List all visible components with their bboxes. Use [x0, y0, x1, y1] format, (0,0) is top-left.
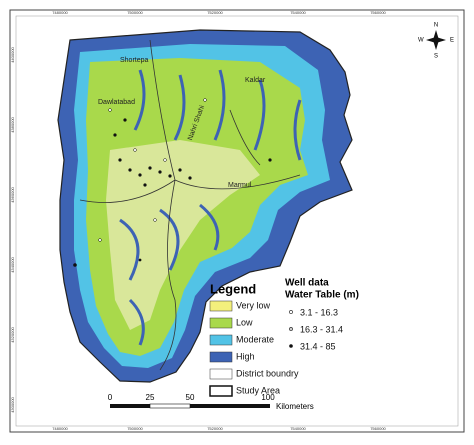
wells-subtitle: Water Table (m) [285, 290, 359, 301]
grid-label: 4300000 [10, 396, 15, 412]
scale-label: 25 [146, 393, 155, 402]
wells-title: Well data [285, 278, 329, 289]
legend-item: Low [236, 317, 253, 327]
grid-label: 7480000 [52, 426, 68, 431]
scale-unit: Kilometers [276, 402, 314, 411]
grid-label: 4380000 [10, 116, 15, 132]
legend-item: Study Area [236, 385, 280, 395]
place-label: Dawlatabad [98, 99, 135, 106]
grid-label: 7500000 [127, 10, 143, 15]
inner-frame [15, 15, 459, 427]
wells-item: 31.4 - 85 [300, 341, 336, 351]
grid-label: 7560000 [370, 10, 386, 15]
swatch [209, 368, 233, 380]
high-ridges [119, 69, 302, 346]
swatch [209, 300, 233, 312]
well-points [73, 118, 272, 267]
swatch [209, 317, 233, 329]
grid-label: 4320000 [10, 326, 15, 342]
scale-label: 50 [186, 393, 195, 402]
grid-label: 7560000 [370, 426, 386, 431]
legend-title: Legend [210, 281, 256, 296]
grid-label: 7520000 [207, 10, 223, 15]
grid-label: 4360000 [10, 186, 15, 202]
compass-label: W [418, 38, 424, 44]
wells-item: 3.1 - 16.3 [300, 307, 338, 317]
scale-bar: 0 25 50 100 Kilometers [108, 393, 314, 411]
grid-label: 7540000 [290, 426, 306, 431]
place-label: Shortepa [120, 57, 149, 64]
compass-label: S [434, 54, 438, 60]
grid-label: 7480000 [52, 10, 68, 15]
grid-labels: 7480000 7500000 7520000 7540000 7560000 74800… [10, 10, 386, 431]
grid-label: 4340000 [10, 256, 15, 272]
compass-label: N [434, 23, 438, 29]
north-arrow: N E S W [418, 23, 454, 60]
legend-item: District boundry [236, 368, 299, 378]
legend: Legend Very low Low Moderate High Distri… [209, 278, 359, 397]
scale-label: 100 [261, 393, 275, 402]
grid-label: 7540000 [290, 10, 306, 15]
swatch [209, 334, 233, 346]
legend-item: Very low [236, 300, 271, 310]
grid-label: 4400000 [10, 46, 15, 62]
map-body: Shortepa Kaldar Dawlatabad Nahri Shahi M… [57, 29, 353, 383]
scale-label: 0 [108, 393, 113, 402]
compass-label: E [450, 38, 454, 44]
well-points-light [98, 98, 207, 242]
swatch [209, 385, 233, 397]
legend-item: High [236, 351, 255, 361]
place-label: Marmul [228, 182, 252, 189]
grid-label: 7520000 [207, 426, 223, 431]
legend-item: Moderate [236, 334, 274, 344]
place-label: Kaldar [245, 77, 266, 84]
swatch [209, 351, 233, 363]
grid-label: 7500000 [127, 426, 143, 431]
wells-item: 16.3 - 31.4 [300, 324, 343, 334]
very-low-zone [106, 140, 260, 330]
district-boundaries [79, 39, 301, 371]
